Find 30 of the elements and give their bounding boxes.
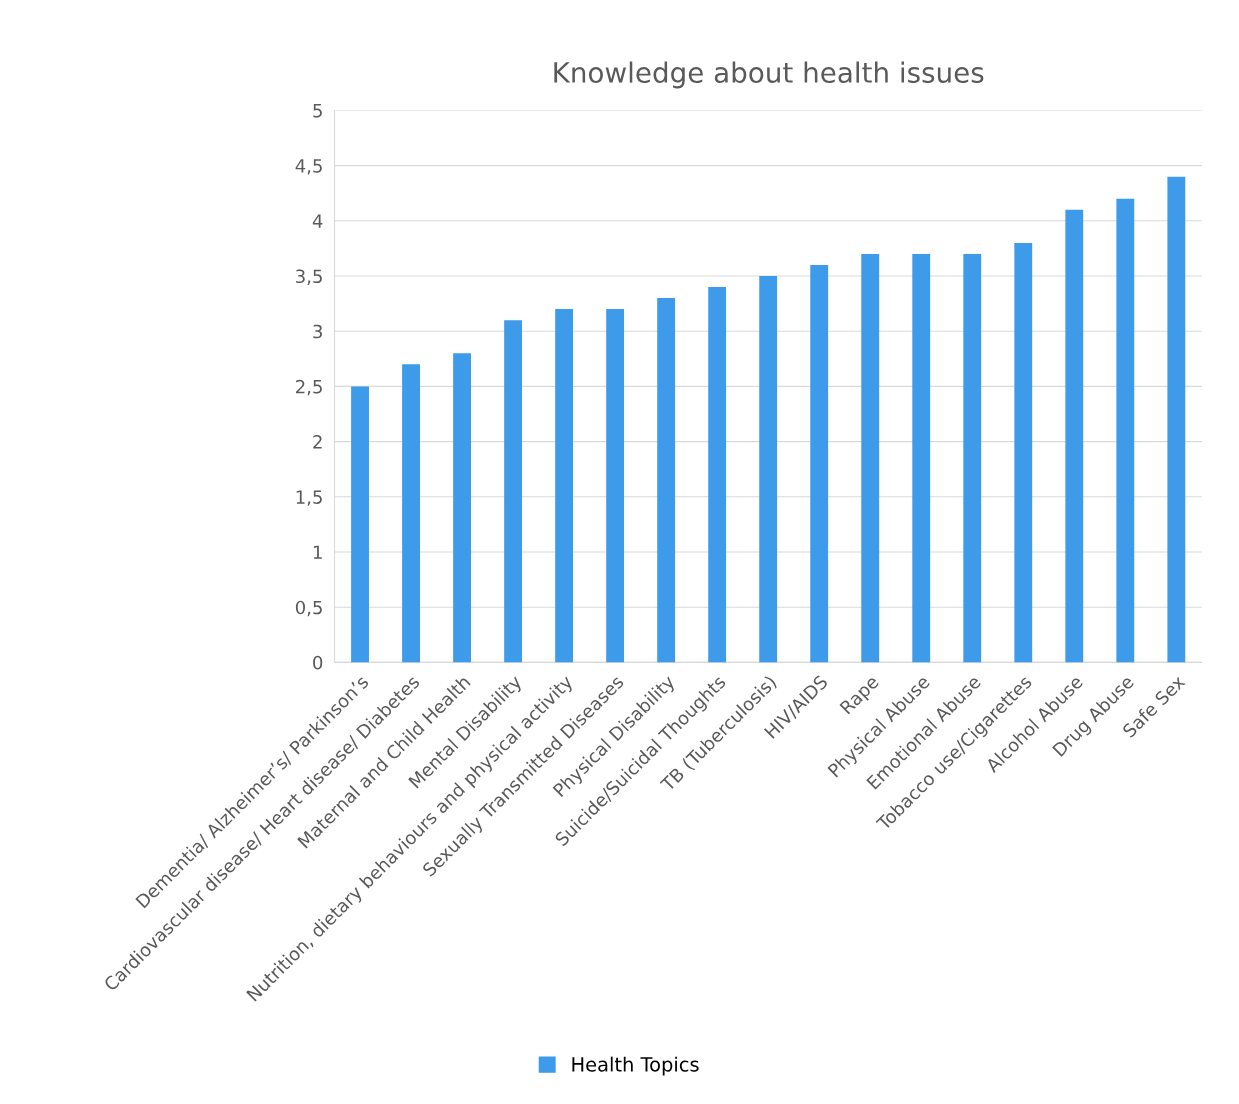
- y-tick-label: 1: [313, 545, 322, 559]
- bar: [351, 386, 369, 663]
- y-tick-label: 4,5: [295, 159, 322, 175]
- bar: [1065, 209, 1084, 663]
- bar: [606, 309, 625, 663]
- y-tick-label: 4: [312, 214, 323, 228]
- y-tick-label: 3: [313, 324, 322, 339]
- bar: [963, 253, 982, 663]
- legend-label: Health Topics: [572, 1056, 699, 1076]
- bar: [759, 276, 778, 663]
- chart-title: Knowledge about health issues: [554, 61, 984, 89]
- bar: [912, 253, 931, 663]
- bar: [861, 253, 880, 663]
- bar: [810, 264, 829, 663]
- y-tick-label: 0: [313, 655, 323, 670]
- y-tick-label: 2,5: [296, 379, 322, 396]
- y-tick-label: 1,5: [296, 490, 322, 506]
- y-tick-label: 2: [313, 435, 322, 449]
- bar: [1014, 242, 1033, 663]
- y-tick-label: 0,5: [295, 600, 322, 617]
- bar: [453, 353, 471, 663]
- bar: [1167, 176, 1186, 663]
- bar: [402, 364, 420, 663]
- bar: [1116, 198, 1135, 663]
- bar: [555, 309, 574, 663]
- bar: [504, 320, 523, 663]
- y-tick-label: 3,5: [296, 269, 322, 285]
- bar: [708, 287, 727, 663]
- bar: [657, 298, 676, 663]
- y-tick-label: 5: [313, 104, 322, 118]
